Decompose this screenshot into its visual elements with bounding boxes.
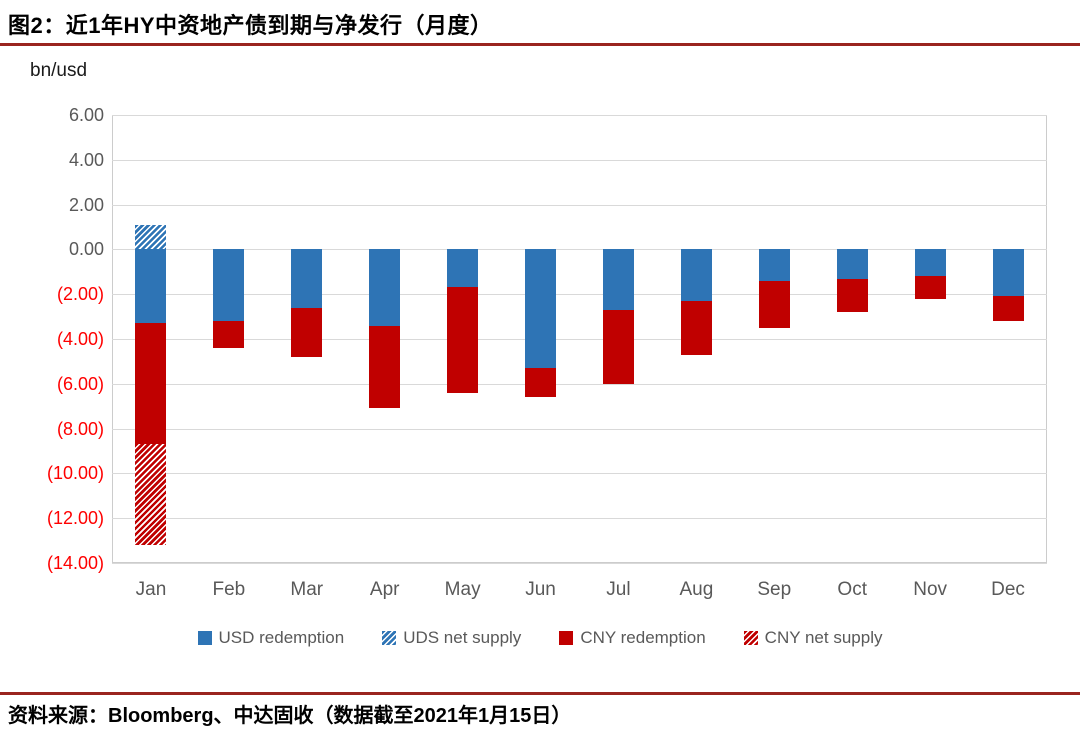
legend-item: CNY redemption <box>559 628 706 648</box>
bar-segment <box>135 224 167 250</box>
footer-divider-line <box>0 692 1080 695</box>
bar-segment <box>525 368 557 398</box>
y-tick-label: (2.00) <box>56 284 104 305</box>
y-tick-label: (6.00) <box>56 373 104 394</box>
bar-segment <box>758 249 790 281</box>
bar-segment <box>369 249 401 326</box>
y-tick-label: 2.00 <box>68 194 104 215</box>
gridline <box>112 339 1047 340</box>
bar-segment <box>992 296 1024 322</box>
x-tick-label: Sep <box>757 579 792 600</box>
gridline <box>112 383 1047 385</box>
x-tick-label: Jan <box>135 579 167 600</box>
legend-swatch-icon <box>743 631 758 645</box>
legend-label: CNY redemption <box>580 628 706 647</box>
y-tick-label: (8.00) <box>56 418 104 439</box>
x-tick-label: Jun <box>525 579 556 600</box>
legend: USD redemption UDS net supply CNY redempti… <box>0 628 1080 648</box>
source-note: 资料来源：Bloomberg、中达固收（数据截至2021年1月15日） <box>8 705 572 727</box>
x-tick-label: Nov <box>913 579 948 600</box>
gridline <box>112 204 1047 206</box>
legend-swatch-icon <box>382 631 397 645</box>
bar-segment <box>135 249 167 324</box>
bar-segment <box>525 249 557 369</box>
bar-segment <box>680 249 712 301</box>
bar-segment <box>602 309 634 384</box>
y-tick-label: (4.00) <box>56 329 104 349</box>
gridline <box>112 473 1047 475</box>
x-tick-label: Dec <box>991 579 1025 600</box>
legend-swatch-icon <box>559 631 574 645</box>
legend-label: USD redemption <box>218 628 345 647</box>
x-tick-label: Aug <box>679 579 714 600</box>
legend-item: CNY net supply <box>743 628 883 648</box>
legend-label: CNY net supply <box>764 628 883 647</box>
bar-segment <box>680 300 712 355</box>
gridline <box>112 518 1047 520</box>
bar-segment <box>914 249 946 277</box>
bar-segment <box>291 307 323 357</box>
y-tick-label: 0.00 <box>68 239 104 260</box>
legend-item: UDS net supply <box>382 628 521 648</box>
bar-segment <box>447 287 479 393</box>
gridline <box>112 249 1047 251</box>
bar-segment <box>369 325 401 409</box>
bar-segment <box>213 249 245 322</box>
y-tick-label: (10.00) <box>46 463 104 484</box>
title-divider-line <box>0 43 1080 46</box>
y-tick-label: 6.00 <box>68 105 104 125</box>
bar-segment <box>914 276 946 299</box>
bar-segment <box>602 249 634 310</box>
legend-label: UDS net supply <box>403 628 522 647</box>
y-tick-label: (14.00) <box>46 553 104 573</box>
bar-segment <box>758 280 790 328</box>
x-tick-label: Oct <box>837 579 867 600</box>
y-tick-label: 4.00 <box>68 149 104 170</box>
figure-title: 图2：近1年HY中资地产债到期与净发行（月度） <box>8 13 493 38</box>
gridline <box>112 115 1047 116</box>
x-tick-label: Mar <box>290 579 324 600</box>
x-tick-label: Jul <box>606 579 631 600</box>
bar-segment <box>135 323 167 445</box>
gridline <box>112 428 1047 430</box>
x-tick-label: Apr <box>369 579 400 600</box>
bar-segment <box>992 249 1024 297</box>
gridline <box>112 159 1047 161</box>
legend-swatch-icon <box>197 631 212 645</box>
bar-segment <box>291 249 323 308</box>
x-tick-label: May <box>444 579 481 600</box>
gridline <box>112 294 1047 296</box>
bar-segment <box>135 444 167 546</box>
bar-segment <box>836 278 868 313</box>
bar-segment <box>447 249 479 288</box>
bar-segment <box>213 321 245 348</box>
legend-item: USD redemption <box>197 628 345 648</box>
x-tick-label: Feb <box>212 579 246 600</box>
gridline <box>112 563 1047 564</box>
y-axis-unit-label: bn/usd <box>30 60 88 81</box>
bar-segment <box>836 249 868 279</box>
y-tick-label: (12.00) <box>46 508 104 529</box>
